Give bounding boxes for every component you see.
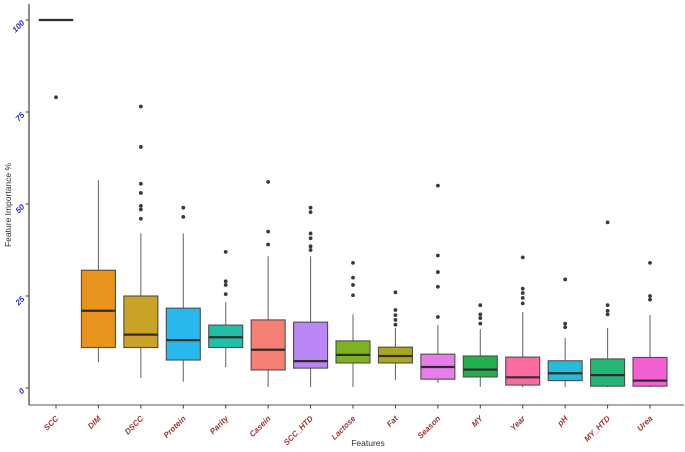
outlier-dot (351, 293, 355, 298)
y-tick-label: 75 (14, 110, 27, 123)
outlier-dot (308, 231, 313, 236)
outlier-dot (520, 291, 525, 295)
box-DSCC (123, 295, 159, 349)
outlier-dot (223, 283, 228, 287)
x-tick-label-Fat: Fat (385, 414, 400, 429)
outlier-dot (563, 321, 568, 326)
x-tick-label-Urea: Urea (635, 414, 654, 433)
outlier-dot (393, 290, 398, 295)
outlier-dot (520, 255, 525, 260)
outlier-dot (435, 253, 440, 258)
x-tick-label-Year: Year (509, 413, 528, 432)
box-Casein (250, 319, 286, 371)
outlier-dot (138, 207, 143, 212)
outlier-dot (138, 191, 143, 195)
outlier-dot (181, 214, 186, 219)
outlier-dot (393, 322, 398, 327)
x-tick-label-Protein: Protein (162, 414, 188, 440)
x-tick-label-Season: Season (416, 414, 443, 441)
outlier-dot (648, 297, 652, 302)
outlier-dot (393, 308, 398, 312)
x-tick-label-DSCC: DSCC (123, 414, 146, 437)
outlier-dot (435, 315, 440, 319)
outlier-dot (605, 312, 610, 317)
outlier-dot (520, 295, 525, 300)
outlier-dot (605, 303, 610, 308)
x-axis-title: Features (351, 438, 385, 448)
outlier-dot (478, 316, 483, 320)
outlier-dot (563, 325, 568, 330)
outlier-dot (563, 277, 568, 282)
outlier-dot (351, 283, 355, 287)
outlier-dot (351, 260, 355, 265)
outlier-dot (223, 249, 228, 254)
x-tick-label-MY: MY (470, 414, 485, 429)
y-tick-label: 100 (11, 18, 27, 34)
outlier-dot (308, 205, 313, 210)
outlier-dot (520, 286, 525, 291)
x-tick-label-SCC_HTD: SCC_HTD (282, 414, 315, 447)
outlier-dot (435, 183, 440, 188)
outlier-dot (138, 181, 143, 186)
box-Lactose (335, 340, 371, 364)
outlier-dot (648, 260, 652, 265)
outlier-dot (308, 210, 313, 214)
outlier-dot (266, 229, 271, 234)
outlier-dot (54, 95, 58, 100)
outlier-dot (520, 301, 525, 306)
outlier-dot (308, 236, 313, 241)
outlier-dot (605, 308, 610, 313)
outlier-dot (138, 203, 143, 208)
x-tick-label-SCC: SCC (42, 414, 60, 432)
outlier-dot (478, 321, 483, 326)
outlier-dot (266, 242, 271, 247)
outlier-dot (351, 275, 355, 280)
y-tick-label: 25 (13, 294, 27, 308)
outlier-dot (605, 220, 610, 225)
box-MY_HTD (590, 358, 626, 387)
outlier-dot (223, 279, 228, 284)
outlier-dot (435, 270, 440, 274)
outlier-dot (648, 294, 652, 298)
outlier-dot (478, 303, 483, 308)
x-tick-label-Casein: Casein (248, 414, 273, 439)
box-DIM (80, 269, 116, 349)
x-tick-label-MY_HTD: MY_HTD (582, 414, 612, 444)
box-Year (505, 356, 541, 386)
x-tick-label-pH: pH (555, 414, 570, 429)
box-Protein (165, 307, 201, 361)
outlier-dot (181, 205, 186, 210)
outlier-dot (266, 180, 271, 184)
box-MY (462, 355, 498, 378)
outlier-dot (138, 216, 143, 221)
y-axis-title: Feature Importance % (3, 163, 13, 248)
outlier-dot (393, 318, 398, 322)
y-tick-label: 50 (14, 202, 27, 215)
outlier-dot (435, 284, 440, 289)
x-tick-label-DIM: DIM (86, 414, 103, 431)
outlier-dot (308, 244, 313, 249)
y-tick-label: 0 (17, 386, 27, 396)
outlier-dot (308, 248, 313, 252)
box-Urea (632, 356, 668, 387)
outlier-dot (478, 312, 483, 317)
box-pH (547, 360, 583, 382)
outlier-dot (138, 104, 143, 109)
outlier-dot (138, 145, 143, 149)
outlier-dot (223, 292, 228, 297)
outlier-dot (393, 313, 398, 318)
x-tick-label-Parity: Parity (208, 414, 230, 436)
